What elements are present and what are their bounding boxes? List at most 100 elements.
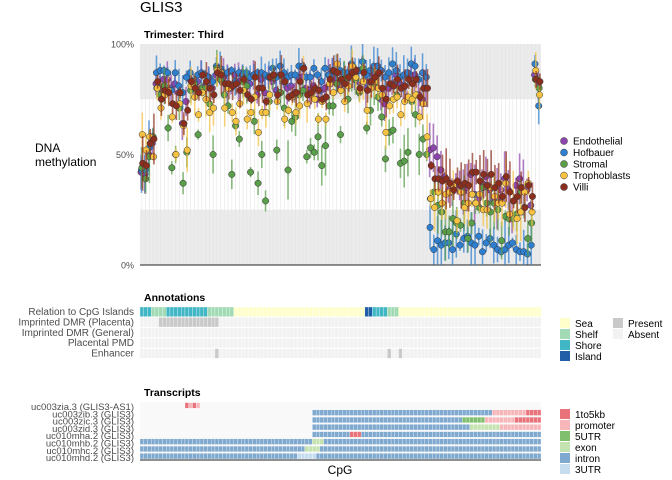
annotation-cell	[300, 348, 306, 359]
annotation-cell	[428, 327, 433, 338]
annotation-cell	[529, 348, 534, 359]
transcript-cell	[345, 438, 351, 445]
annotation-cell	[398, 348, 403, 359]
transcript-cell	[428, 438, 433, 445]
annotation-cell	[507, 327, 512, 338]
transcript-cell	[480, 453, 485, 460]
annotation-cell	[473, 327, 478, 338]
transcript-cell	[428, 431, 433, 438]
annotation-cell	[533, 338, 538, 348]
transcript-cell	[465, 453, 470, 460]
transcript-cell	[286, 445, 291, 452]
annotation-cell	[495, 317, 500, 328]
transcript-cell	[507, 445, 512, 452]
data-point	[329, 102, 337, 110]
annotation-cell	[256, 338, 261, 348]
transcript-cell	[158, 438, 163, 445]
annotation-cell	[435, 327, 440, 338]
annotation-cell	[360, 338, 366, 348]
annotation-cell	[413, 348, 418, 359]
legend-label: Sea	[575, 319, 593, 330]
data-point	[491, 184, 499, 192]
transcript-cell	[495, 438, 500, 445]
annotation-row-label: Placental PMD	[68, 338, 134, 349]
annotation-cell	[315, 327, 321, 338]
annotation-cell	[147, 317, 152, 328]
annotation-cell	[402, 338, 407, 348]
transcript-cell	[420, 431, 425, 438]
transcript-cell	[383, 424, 388, 431]
transcript-cell	[360, 424, 366, 431]
transcript-cell	[364, 438, 369, 445]
annotation-cell	[364, 327, 369, 338]
data-point	[431, 204, 439, 211]
transcript-cell	[525, 409, 530, 416]
annotation-cell	[357, 327, 362, 338]
transcript-cell	[368, 453, 373, 460]
transcript-cell	[420, 445, 425, 452]
annotation-cell	[147, 348, 152, 359]
legend-swatch	[560, 442, 570, 452]
transcript-cell	[218, 453, 223, 460]
transcript-cell	[315, 424, 321, 431]
transcript-cell	[323, 416, 328, 423]
data-point	[326, 75, 334, 83]
transcript-cell	[334, 416, 339, 423]
annotation-cell	[405, 348, 410, 359]
annotation-cell	[345, 306, 351, 317]
annotation-cell	[522, 338, 527, 348]
data-point	[171, 69, 179, 77]
transcript-cell	[413, 438, 418, 445]
transcript-cell	[338, 431, 343, 438]
transcript-cell	[503, 438, 508, 445]
transcript-cell	[308, 453, 313, 460]
annotation-cell	[214, 327, 219, 338]
transcript-cell	[330, 409, 336, 416]
transcript-cell	[469, 431, 474, 438]
annotation-cell	[465, 317, 470, 328]
transcript-cell	[484, 445, 489, 452]
transcript-cell	[312, 453, 317, 460]
transcript-cell	[469, 416, 474, 423]
y-tick-label: 50%	[116, 150, 134, 160]
annotation-cell	[256, 306, 261, 317]
annotation-cell	[342, 306, 347, 317]
transcript-cell	[222, 445, 227, 452]
data-point	[321, 64, 329, 72]
annotation-cell	[409, 306, 414, 317]
transcript-cell	[312, 445, 317, 452]
annotation-cell	[387, 348, 392, 359]
data-point	[235, 135, 243, 143]
data-point	[502, 173, 510, 181]
annotation-cell	[293, 338, 298, 348]
transcript-cell	[256, 445, 261, 452]
transcript-cell	[465, 424, 470, 431]
transcript-cell	[300, 445, 306, 452]
data-point	[221, 104, 229, 112]
annotation-row-label: Enhancer	[91, 349, 134, 360]
transcript-label: uc010mhc.2 (GLIS3)	[46, 446, 134, 457]
data-point	[363, 106, 371, 114]
transcript-cell	[447, 416, 452, 423]
transcript-cell	[188, 402, 193, 409]
annotation-cell	[233, 327, 238, 338]
annotation-cell	[278, 338, 283, 348]
transcript-cell	[394, 453, 399, 460]
annotation-cell	[413, 317, 418, 328]
transcript-cell	[428, 416, 433, 423]
annotation-cell	[387, 338, 392, 348]
data-point	[300, 64, 308, 72]
transcript-cell	[469, 409, 474, 416]
transcript-cell	[319, 431, 324, 438]
transcript-cell	[349, 424, 354, 431]
annotation-cell	[244, 327, 249, 338]
transcript-cell	[420, 438, 425, 445]
annotation-cell	[364, 317, 369, 328]
annotation-cell	[518, 327, 523, 338]
annotation-cell	[450, 348, 455, 359]
annotation-cell	[522, 327, 527, 338]
annotation-cell	[390, 338, 395, 348]
annotation-cell	[289, 338, 294, 348]
annotation-cell	[443, 306, 448, 317]
